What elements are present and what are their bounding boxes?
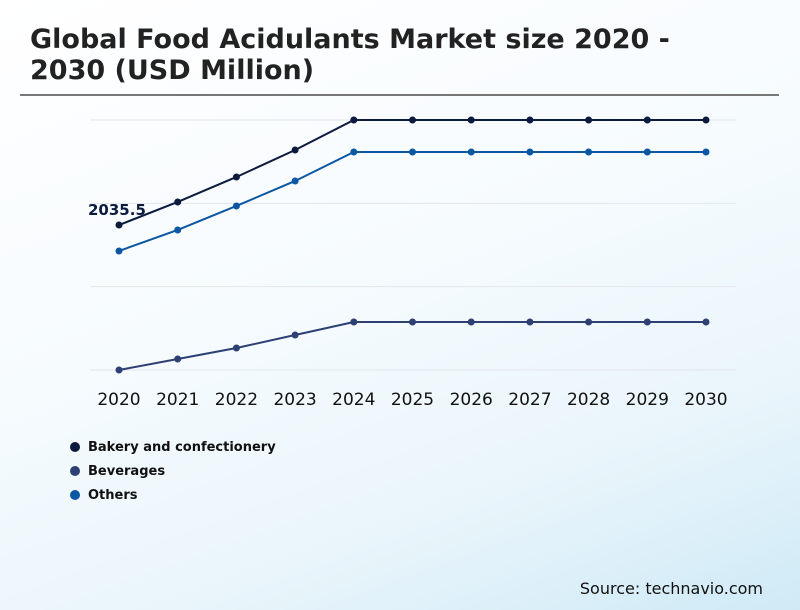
data-point (526, 148, 534, 156)
data-point (115, 221, 123, 229)
x-tick-label: 2022 (215, 390, 258, 410)
data-point (174, 355, 182, 363)
x-tick-label: 2029 (626, 390, 669, 410)
legend: Bakery and confectionery Beverages Others (70, 435, 276, 507)
data-point (526, 318, 534, 326)
data-point (350, 148, 358, 156)
legend-marker-icon (70, 490, 80, 500)
legend-item: Beverages (70, 459, 276, 483)
series-line (118, 150, 706, 252)
data-point (115, 247, 123, 255)
x-tick-label: 2020 (97, 390, 140, 410)
data-point (702, 148, 710, 156)
data-point (585, 148, 593, 156)
x-tick-label: 2021 (156, 390, 199, 410)
data-point (409, 116, 416, 124)
x-tick-label: 2023 (273, 390, 316, 410)
data-point (643, 148, 651, 156)
legend-marker-icon (70, 442, 80, 452)
data-point (467, 318, 475, 326)
data-point (702, 318, 710, 326)
x-tick-label: 2024 (332, 390, 375, 410)
data-point (467, 148, 475, 156)
source-note: Source: technavio.com (579, 579, 763, 598)
data-point (585, 116, 593, 124)
x-tick-label: 2030 (684, 390, 727, 410)
x-tick-label: 2028 (567, 390, 610, 410)
data-point (350, 318, 358, 326)
data-point (232, 202, 240, 210)
data-point (643, 318, 651, 326)
data-point (115, 366, 123, 374)
series-line (118, 320, 706, 371)
legend-item: Others (70, 483, 276, 507)
data-point (350, 116, 358, 124)
data-point (232, 173, 240, 181)
x-tick-label: 2025 (391, 390, 434, 410)
legend-marker-icon (70, 466, 80, 476)
data-point (291, 331, 299, 339)
legend-label: Beverages (88, 463, 166, 479)
data-point (702, 116, 710, 124)
data-label: 2035.5 (88, 201, 146, 219)
data-point (232, 344, 240, 352)
data-point (409, 318, 416, 326)
x-tick-label: 2027 (508, 390, 551, 410)
legend-label: Bakery and confectionery (88, 439, 276, 455)
x-tick-label: 2026 (450, 390, 493, 410)
series-line (118, 119, 706, 226)
data-point (174, 198, 182, 206)
data-point (467, 116, 475, 124)
data-point (291, 146, 299, 154)
legend-label: Others (88, 487, 138, 503)
data-point (526, 116, 534, 124)
title-divider (20, 94, 779, 96)
chart-title: Global Food Acidulants Market size 2020 … (30, 24, 670, 86)
data-point (585, 318, 593, 326)
data-point (643, 116, 651, 124)
legend-item: Bakery and confectionery (70, 435, 276, 459)
data-point (409, 148, 416, 156)
data-point (174, 226, 182, 234)
data-point (291, 177, 299, 185)
